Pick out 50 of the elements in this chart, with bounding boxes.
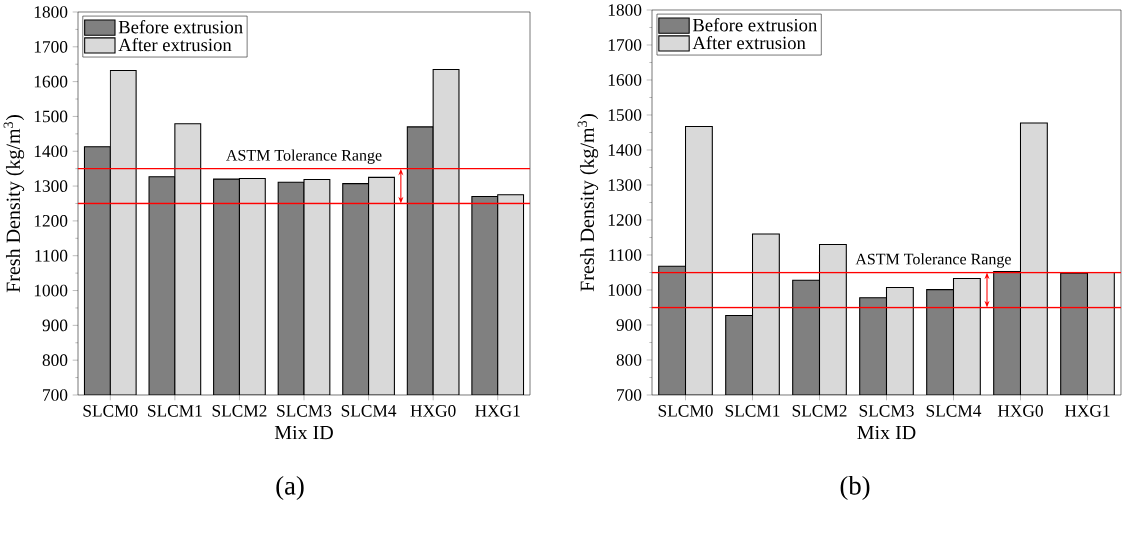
annotation: ASTM Tolerance Range: [855, 253, 1011, 268]
legend-label: After extrusion: [692, 35, 806, 50]
x-tick-label: SLCM1: [725, 405, 780, 417]
y-tick-label: 1500: [608, 109, 642, 121]
text: (a): [276, 475, 304, 501]
x-tick-label: SLCM2: [792, 405, 847, 417]
y-tick-label: 700: [617, 389, 642, 401]
y-axis-title: Fresh Density (kg/m$^{3}$): [577, 114, 599, 292]
y-tick-label: 1200: [608, 214, 642, 226]
x-tick-label: SLCM3: [277, 405, 332, 417]
text: (b): [840, 475, 870, 501]
y-tick-label: 900: [616, 319, 642, 331]
y-tick-label: 1600: [34, 75, 68, 88]
y-tick-label: 1700: [608, 39, 642, 51]
x-tick-label: SLCM2: [212, 405, 267, 417]
y-tick-label: 1400: [608, 144, 642, 156]
y-tick-label: 1800: [34, 6, 68, 18]
y-tick-label: 1200: [34, 215, 68, 227]
y-tick-label: 800: [42, 354, 68, 367]
x-tick-label: HXG0: [410, 405, 456, 417]
x-axis-title: Mix ID: [274, 425, 333, 440]
y-tick-label: 700: [43, 389, 68, 401]
y-tick-label: 1300: [608, 179, 642, 191]
y-tick-label: 1700: [34, 40, 68, 53]
y-tick-label: 1400: [34, 145, 68, 158]
x-tick-label: SLCM4: [341, 405, 397, 417]
y-tick-label: 1000: [34, 284, 68, 297]
y-tick-label: 900: [42, 319, 68, 332]
annotation: ASTM Tolerance Range: [226, 149, 382, 164]
legend-label: After extrusion: [118, 37, 232, 52]
x-tick-label: SLCM4: [926, 405, 982, 417]
y-tick-label: 1000: [608, 284, 642, 296]
x-tick-label: SLCM0: [658, 405, 713, 417]
x-tick-label: SLCM1: [148, 405, 202, 417]
x-tick-label: HXG1: [475, 405, 520, 417]
y-tick-label: 1300: [34, 180, 68, 192]
y-tick-label: 1100: [35, 249, 68, 262]
y-axis-title: Fresh Density (kg/m$^{3}$): [3, 115, 25, 293]
legend-label: Before extrusion: [692, 18, 818, 32]
x-tick-label: SLCM3: [859, 405, 914, 417]
y-tick-label: 1500: [34, 110, 68, 123]
y-tick-label: 1600: [608, 74, 642, 86]
y-tick-label: 1800: [608, 4, 642, 16]
legend-label: Before extrusion: [118, 20, 243, 34]
y-tick-label: 1100: [609, 249, 642, 261]
x-axis-title: Mix ID: [857, 425, 916, 440]
y-tick-label: 800: [616, 354, 642, 366]
x-tick-label: HXG0: [997, 405, 1043, 417]
x-tick-label: HXG1: [1064, 405, 1110, 417]
x-tick-label: SLCM0: [83, 405, 138, 417]
